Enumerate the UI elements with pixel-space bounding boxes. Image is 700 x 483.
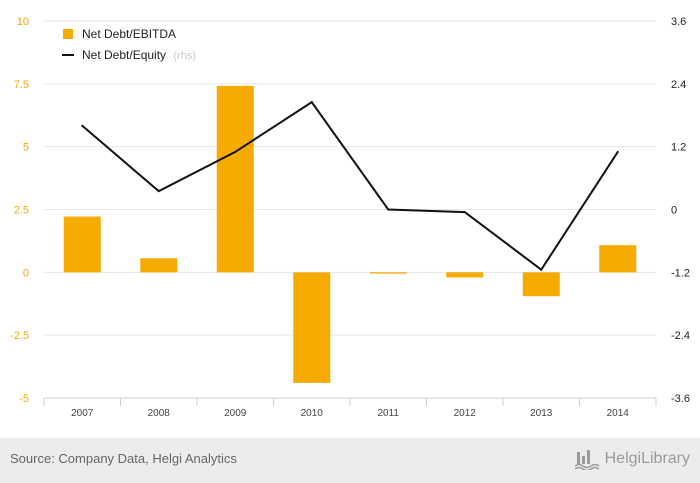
y-right-tick-label: -3.6 bbox=[671, 393, 690, 405]
legend-label-line: Net Debt/Equity (rhs) bbox=[82, 48, 196, 62]
y-left-tick-label: 2.5 bbox=[14, 205, 29, 217]
bar bbox=[293, 272, 331, 383]
legend: Net Debt/EBITDA Net Debt/Equity (rhs) bbox=[62, 27, 196, 62]
x-tick-label: 2007 bbox=[71, 408, 94, 419]
series-line bbox=[81, 100, 619, 272]
bar bbox=[446, 272, 484, 278]
y-right-tick-label: 0 bbox=[671, 205, 677, 217]
bar bbox=[599, 245, 637, 273]
x-tick-label: 2009 bbox=[224, 408, 247, 419]
y-left-tick-label: 5 bbox=[23, 142, 29, 154]
y-left-tick-label: -2.5 bbox=[10, 330, 29, 342]
legend-line-name: Net Debt/Equity bbox=[82, 48, 166, 62]
line-point bbox=[81, 124, 84, 127]
bar bbox=[140, 258, 178, 273]
source-text: Source: Company Data, Helgi Analytics bbox=[10, 451, 237, 466]
x-tick-label: 2011 bbox=[377, 408, 399, 419]
line-point bbox=[616, 150, 619, 153]
chart: 10 7.5 5 2.5 0 -2.5 -5 3.6 2.4 1.2 0 -1.2 -2.4 -3.6 20… bbox=[10, 16, 690, 419]
y-left-tick-label: 7.5 bbox=[14, 79, 29, 91]
factory-icon bbox=[574, 450, 600, 470]
grid-lines bbox=[44, 20, 656, 399]
x-tick-label: 2010 bbox=[301, 408, 324, 419]
y-right-tick-label: 1.2 bbox=[671, 142, 686, 154]
x-tick-label: 2012 bbox=[454, 408, 477, 419]
x-tick-label: 2013 bbox=[530, 408, 553, 419]
axes: 10 7.5 5 2.5 0 -2.5 -5 3.6 2.4 1.2 0 -1.2 -2.4 -3.6 20… bbox=[10, 16, 690, 419]
y-right-tick-label: 3.6 bbox=[671, 16, 686, 28]
line-point bbox=[310, 101, 313, 104]
bar bbox=[63, 216, 101, 273]
legend-label-bar: Net Debt/EBITDA bbox=[82, 27, 176, 41]
bar-series bbox=[63, 85, 637, 383]
y-right-tick-label: -2.4 bbox=[671, 330, 690, 342]
x-tick-label: 2014 bbox=[607, 408, 630, 419]
y-left-tick-label: 0 bbox=[23, 267, 29, 279]
y-left-tick-label: -5 bbox=[19, 393, 29, 405]
line-point bbox=[540, 268, 543, 271]
bar bbox=[216, 85, 254, 273]
bar bbox=[369, 272, 407, 274]
brand-text: HelgiLibrary bbox=[604, 450, 690, 467]
y-right-tick-label: -1.2 bbox=[671, 267, 690, 279]
line-point bbox=[463, 211, 466, 214]
line-point bbox=[157, 190, 160, 193]
y-right-tick-label: 2.4 bbox=[671, 79, 686, 91]
line-point bbox=[234, 150, 237, 153]
y-left-tick-label: 10 bbox=[17, 16, 29, 28]
line-point bbox=[387, 208, 390, 211]
x-tick-label: 2008 bbox=[148, 408, 171, 419]
footer: Source: Company Data, Helgi Analytics He… bbox=[0, 438, 700, 483]
line-series bbox=[81, 100, 619, 272]
brand-logo[interactable]: HelgiLibrary bbox=[574, 448, 690, 470]
bar bbox=[522, 272, 560, 297]
legend-swatch-bar bbox=[63, 29, 73, 39]
legend-line-note: (rhs) bbox=[173, 50, 196, 62]
